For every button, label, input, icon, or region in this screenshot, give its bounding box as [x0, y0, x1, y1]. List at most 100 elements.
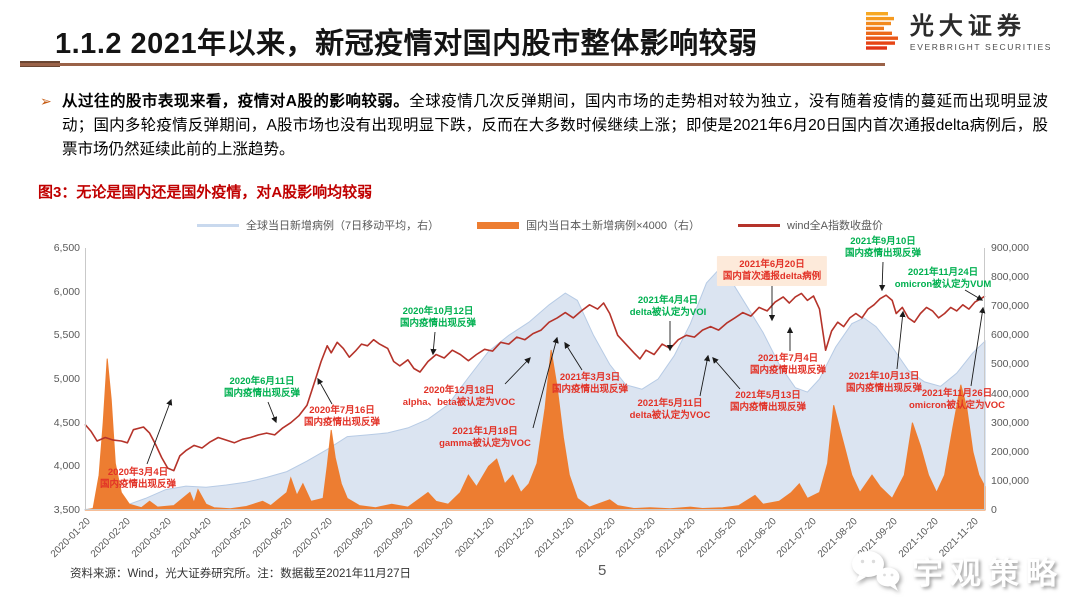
annotation: 2020年7月16日 国内疫情出现反弹: [304, 405, 380, 429]
legend-item: wind全A指数收盘价: [738, 217, 883, 233]
annotation: 2020年12月18日 alpha、beta被认定为VOC: [403, 385, 515, 409]
annotation-date: 2020年7月16日: [309, 405, 375, 416]
right-axis-tick: 200,000: [991, 445, 1029, 458]
right-axis-tick: 0: [991, 504, 997, 516]
left-axis-tick: 4,500: [53, 416, 80, 429]
series-right-area: [84, 349, 986, 511]
annotation-label: 国内疫情出现反弹: [303, 416, 381, 428]
legend-item: 国内当日本土新增病例×4000（右）: [477, 217, 700, 233]
axis-frame: [85, 248, 985, 510]
annotation-label: 国内疫情出现反弹: [223, 387, 301, 399]
legend-swatch: [197, 223, 239, 227]
left-axis-tick: 3,500: [53, 504, 80, 516]
annotation-date: 2021年11月26日: [921, 388, 993, 399]
annotation-arrow: [317, 377, 333, 405]
annotation-arrow: [146, 398, 173, 465]
annotation-date: 2020年12月18日: [423, 385, 495, 396]
bullet-arrow-icon: ➢: [40, 93, 52, 109]
series-right-area: [84, 269, 986, 511]
brand-text: 光大证券 EVERBRIGHT SECURITIES: [910, 13, 1052, 52]
annotation-label: 国内疫情出现反弹: [99, 478, 177, 490]
chart-annotations: 2020年3月4日 国内疫情出现反弹 2020年6月11日 国内疫情出现反弹 2020年…: [85, 236, 1005, 510]
annotation-label: omicron被认定为VUM: [894, 278, 992, 290]
annotation-arrow: [699, 354, 711, 397]
right-axis-tick: 100,000: [991, 474, 1029, 487]
wechat-icon: [852, 550, 900, 591]
annotation-date: 2021年3月3日: [559, 372, 621, 383]
annotation-label: 国内疫情出现反弹: [845, 382, 923, 394]
annotation-label: 国内疫情出现反弹: [844, 247, 922, 259]
series-index-line: [84, 292, 986, 472]
everbright-logo-icon: [865, 12, 898, 50]
figure-title: 图3：无论是国内还是国外疫情，对A股影响均较弱: [38, 184, 373, 201]
right-axis-tick: 500,000: [991, 358, 1029, 371]
annotation-date: 2021年6月20日: [739, 259, 805, 270]
right-axis-tick: 600,000: [991, 329, 1029, 342]
annotation-arrow: [564, 341, 583, 371]
annotation-arrow: [267, 401, 278, 424]
annotation-date: 2021年9月10日: [850, 236, 916, 247]
annotation-label: 国内疫情出现反弹: [399, 317, 477, 329]
annotation: 2021年5月13日 国内疫情出现反弹: [730, 390, 806, 414]
annotation-arrow: [430, 331, 437, 356]
annotation: 2021年11月24日 omicron被认定为VUM: [895, 267, 992, 291]
bullet-lead: 从过往的股市表现来看，疫情对A股的影响较弱。: [62, 93, 410, 110]
annotation-label: 国内首次通报delta病例: [722, 270, 822, 282]
annotation-date: 2021年11月24日: [907, 267, 979, 278]
annotation: 2021年5月11日 delta被认定为VOC: [630, 398, 711, 422]
right-axis-tick: 400,000: [991, 387, 1029, 400]
annotation-arrows: [146, 261, 986, 465]
annotation: 2020年10月12日 国内疫情出现反弹: [400, 306, 476, 330]
annotation-label: delta被认定为VOC: [629, 409, 711, 421]
right-axis-tick: 300,000: [991, 416, 1029, 429]
legend-item: 全球当日新增病例（7日移动平均，右）: [197, 217, 439, 233]
summary-bullet: ➢ 从过往的股市表现来看，疫情对A股的影响较弱。全球疫情几次反弹期间，国内市场的…: [40, 90, 1048, 162]
left-axis-tick: 6,000: [53, 285, 80, 298]
watermark: 宇观策略: [850, 548, 1064, 593]
annotation: 2021年4月4日 delta被认定为VOI: [630, 295, 707, 319]
page-number: 5: [598, 562, 607, 579]
annotation: 2021年9月10日 国内疫情出现反弹: [845, 236, 921, 260]
legend-label: 国内当日本土新增病例×4000（右）: [526, 220, 701, 232]
annotation-label: gamma被认定为VOC: [439, 437, 531, 449]
annotation-label: 国内疫情出现反弹: [551, 383, 629, 395]
right-axis-tick: 700,000: [991, 300, 1029, 313]
annotation-arrow: [712, 357, 741, 390]
annotation-date: 2021年10月13日: [848, 371, 920, 382]
annotation: 2021年7月4日 国内疫情出现反弹: [750, 353, 826, 377]
legend-label: wind全A指数收盘价: [787, 220, 883, 232]
bullet-body: 全球疫情几次反弹期间，国内市场的走势相对较为独立，没有随着疫情的蔓延而出现明显波…: [62, 93, 1048, 159]
annotation-label: alpha、beta被认定为VOC: [402, 396, 516, 408]
annotation-date: 2021年4月4日: [637, 295, 699, 306]
source-note: 资料来源：Wind，光大证券研究所。注：数据截至2021年11月27日: [70, 568, 412, 580]
right-axis-tick: 800,000: [991, 271, 1029, 284]
annotation-label: omicron被认定为VOC: [908, 399, 1006, 411]
annotation: 2021年6月20日 国内首次通报delta病例: [716, 256, 828, 286]
annotation-arrow: [504, 357, 531, 385]
legend-swatch: [477, 221, 520, 229]
annotation: 2020年3月4日 国内疫情出现反弹: [100, 467, 176, 491]
annotation-arrow: [532, 336, 559, 429]
left-axis-tick: 5,000: [53, 373, 80, 385]
annotation-date: 2021年1月18日: [452, 426, 518, 437]
annotation-arrow: [964, 289, 984, 301]
annotation: 2021年3月3日 国内疫情出现反弹: [552, 372, 628, 396]
annotation-arrow: [970, 306, 986, 387]
page-title: 1.1.2 2021年以来，新冠疫情对国内股市整体影响较弱: [55, 28, 758, 60]
chart-legend: 全球当日新增病例（7日移动平均，右） 国内当日本土新增病例×4000（右） wind…: [0, 217, 1080, 233]
annotation-label: 国内疫情出现反弹: [749, 364, 827, 376]
left-axis-tick: 5,500: [53, 329, 80, 342]
chart-plot: [84, 248, 986, 511]
annotation: 2020年6月11日 国内疫情出现反弹: [224, 376, 300, 400]
left-axis-tick: 6,500: [53, 242, 80, 254]
annotation: 2021年1月18日 gamma被认定为VOC: [439, 426, 531, 450]
annotation-date: 2020年6月11日: [229, 376, 295, 387]
left-axis-tick: 4,000: [53, 460, 80, 473]
annotation-date: 2021年7月4日: [757, 353, 819, 364]
brand-logo: 光大证券 EVERBRIGHT SECURITIES: [865, 12, 1052, 54]
legend-label: 全球当日新增病例（7日移动平均，右）: [246, 220, 440, 232]
annotation-label: delta被认定为VOI: [629, 306, 707, 318]
annotation: 2021年11月26日 omicron被认定为VOC: [909, 388, 1005, 412]
bullet-text: 从过往的股市表现来看，疫情对A股的影响较弱。全球疫情几次反弹期间，国内市场的走势…: [40, 90, 1048, 162]
annotation-date: 2021年5月11日: [637, 398, 703, 409]
